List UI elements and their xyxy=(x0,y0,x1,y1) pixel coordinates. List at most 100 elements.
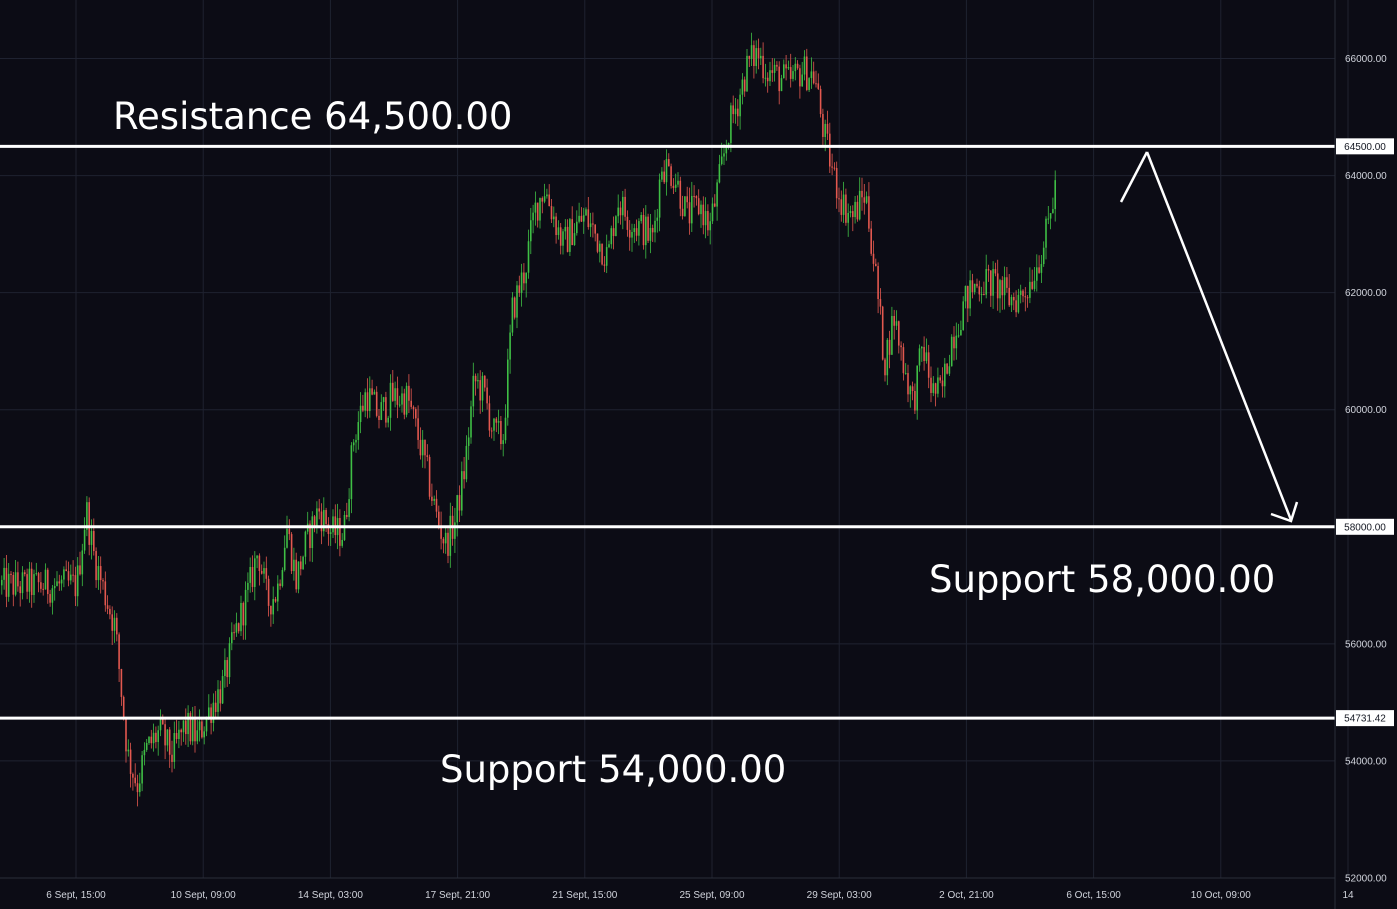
projection-down-segment xyxy=(1145,151,1293,521)
candle xyxy=(339,509,341,557)
candle xyxy=(86,496,88,537)
candle xyxy=(359,392,362,434)
candle xyxy=(801,61,803,87)
candle xyxy=(1001,276,1004,310)
x-tick-label: 17 Sept, 21:00 xyxy=(425,890,490,901)
time-axis[interactable]: 6 Sept, 15:00 10 Sept, 09:00 14 Sept, 03:0… xyxy=(0,877,1354,901)
candle xyxy=(941,367,944,398)
candle xyxy=(507,348,509,426)
candle xyxy=(297,561,300,594)
candle xyxy=(180,728,182,746)
candle xyxy=(24,569,26,577)
candle xyxy=(371,379,373,396)
candle xyxy=(449,502,452,568)
candle xyxy=(83,517,86,554)
candle xyxy=(766,72,769,93)
candle xyxy=(948,354,951,376)
candle xyxy=(656,208,659,233)
candle xyxy=(164,718,166,760)
candle xyxy=(932,376,935,397)
candle xyxy=(444,525,447,554)
candle xyxy=(318,498,320,520)
candle xyxy=(428,454,431,500)
candle xyxy=(79,551,81,576)
candle xyxy=(3,557,5,590)
candle xyxy=(539,197,541,229)
candle xyxy=(281,567,284,588)
candle xyxy=(198,709,201,742)
candle xyxy=(900,341,902,361)
candle xyxy=(994,262,997,277)
candle xyxy=(1047,205,1050,225)
candle xyxy=(753,40,755,79)
candle xyxy=(224,648,226,688)
projection-arrow[interactable] xyxy=(1119,151,1299,523)
candle xyxy=(509,324,511,374)
candle xyxy=(1022,289,1024,303)
candle xyxy=(794,57,797,81)
candle xyxy=(116,613,118,642)
candle xyxy=(237,622,240,634)
candle xyxy=(842,181,845,223)
candle xyxy=(118,632,120,682)
candle xyxy=(495,417,498,433)
candle xyxy=(93,518,95,556)
horizontal-levels[interactable]: 64500.00 58000.00 54731.42 xyxy=(0,138,1394,727)
candle xyxy=(792,65,794,82)
candle xyxy=(645,205,647,259)
candle xyxy=(520,263,523,307)
candle xyxy=(513,296,516,320)
candle xyxy=(173,721,176,769)
price-axis[interactable]: 66000.00 64000.00 62000.00 60000.00 56000.00… xyxy=(1345,54,1387,884)
candle xyxy=(937,367,939,398)
candle xyxy=(1033,266,1036,292)
candle xyxy=(28,561,31,603)
candle xyxy=(474,373,477,396)
candle xyxy=(684,196,686,217)
candle xyxy=(472,362,475,418)
candle xyxy=(555,212,557,244)
candle xyxy=(37,571,40,593)
y-tick-label: 54000.00 xyxy=(1345,756,1387,767)
candle xyxy=(670,163,672,189)
candle xyxy=(741,73,744,105)
candle xyxy=(955,322,958,360)
candle xyxy=(26,568,28,600)
candle xyxy=(1038,255,1040,274)
candle xyxy=(440,511,442,550)
candle xyxy=(30,562,33,608)
candle xyxy=(461,461,463,516)
candle xyxy=(815,70,817,88)
candle xyxy=(74,566,77,607)
candle xyxy=(665,149,668,196)
candle xyxy=(221,669,224,705)
candle xyxy=(1019,284,1022,304)
candle xyxy=(33,569,35,603)
x-tick-label: 14 xyxy=(1342,890,1354,901)
candle xyxy=(674,173,677,193)
candle xyxy=(329,526,332,546)
candle xyxy=(433,495,435,505)
candle xyxy=(985,254,987,299)
candle xyxy=(1024,287,1027,312)
candle xyxy=(541,196,544,214)
candle xyxy=(408,374,410,413)
candle xyxy=(288,519,291,541)
candle xyxy=(392,370,394,402)
candle xyxy=(615,215,617,237)
candle xyxy=(826,110,829,140)
candle xyxy=(835,161,838,209)
x-tick-label: 2 Oct, 21:00 xyxy=(939,890,994,901)
candle xyxy=(990,270,992,307)
candle xyxy=(603,256,606,273)
candle xyxy=(479,370,481,414)
candle xyxy=(233,624,235,641)
candle xyxy=(516,281,518,329)
candle xyxy=(907,364,909,403)
candle xyxy=(711,197,714,225)
candle xyxy=(996,259,999,311)
candle xyxy=(879,288,882,315)
candle xyxy=(493,417,495,441)
candle xyxy=(1003,266,1006,310)
